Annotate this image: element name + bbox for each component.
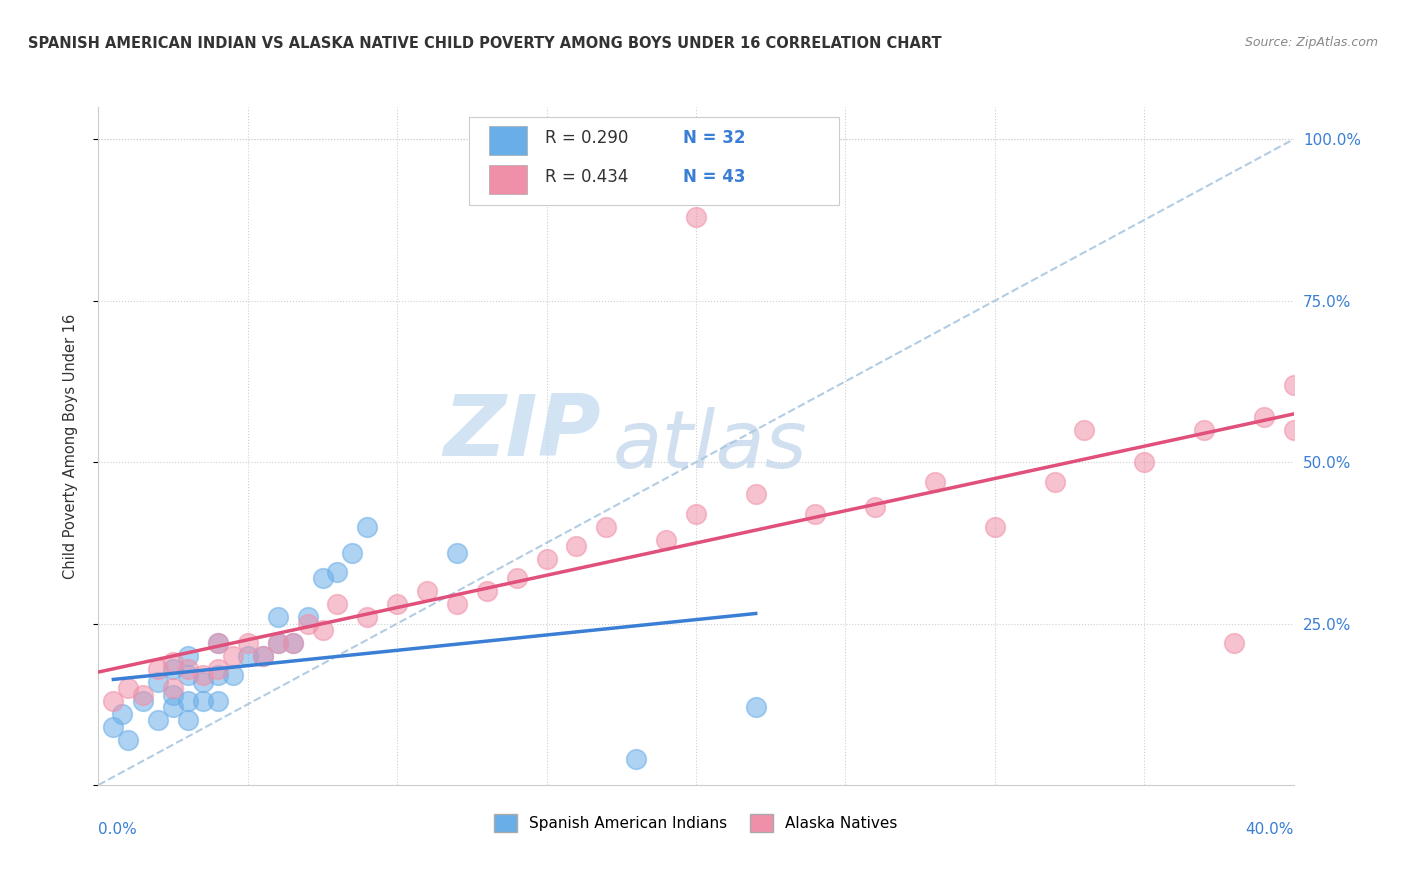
Point bbox=[222, 668, 245, 682]
Point bbox=[177, 662, 200, 676]
Text: Source: ZipAtlas.com: Source: ZipAtlas.com bbox=[1244, 36, 1378, 49]
Point bbox=[148, 714, 170, 728]
Point bbox=[207, 636, 229, 650]
Text: SPANISH AMERICAN INDIAN VS ALASKA NATIVE CHILD POVERTY AMONG BOYS UNDER 16 CORRE: SPANISH AMERICAN INDIAN VS ALASKA NATIVE… bbox=[28, 36, 942, 51]
Point bbox=[117, 681, 139, 695]
Point bbox=[356, 610, 378, 624]
Point bbox=[1043, 475, 1066, 489]
Point bbox=[685, 507, 707, 521]
Point bbox=[207, 668, 229, 682]
FancyBboxPatch shape bbox=[470, 117, 839, 205]
Point bbox=[177, 668, 200, 682]
Point bbox=[132, 694, 155, 708]
Point bbox=[222, 648, 245, 663]
Point bbox=[804, 507, 827, 521]
Point bbox=[1282, 423, 1305, 437]
Point bbox=[685, 210, 707, 224]
Point bbox=[865, 500, 887, 515]
Point bbox=[162, 662, 184, 676]
Point bbox=[745, 487, 768, 501]
Text: ZIP: ZIP bbox=[443, 391, 600, 474]
Point bbox=[1192, 423, 1215, 437]
Point bbox=[356, 519, 378, 533]
Point bbox=[626, 752, 648, 766]
Point bbox=[103, 720, 125, 734]
Point bbox=[252, 648, 274, 663]
Point bbox=[924, 475, 946, 489]
Point bbox=[565, 539, 588, 553]
Point bbox=[117, 732, 139, 747]
Point bbox=[111, 706, 134, 721]
Point bbox=[177, 648, 200, 663]
Point bbox=[236, 636, 259, 650]
FancyBboxPatch shape bbox=[489, 165, 527, 194]
Text: atlas: atlas bbox=[613, 407, 807, 485]
Point bbox=[162, 655, 184, 669]
Point bbox=[162, 681, 184, 695]
Point bbox=[745, 700, 768, 714]
Point bbox=[236, 648, 259, 663]
Point bbox=[1223, 636, 1246, 650]
Point bbox=[191, 674, 214, 689]
Point bbox=[385, 597, 409, 611]
Point bbox=[132, 688, 155, 702]
Point bbox=[655, 533, 678, 547]
Point bbox=[446, 545, 468, 559]
Point bbox=[177, 714, 200, 728]
Point bbox=[326, 565, 349, 579]
Text: N = 32: N = 32 bbox=[683, 128, 745, 146]
Point bbox=[326, 597, 349, 611]
Point bbox=[416, 584, 439, 599]
Text: R = 0.290: R = 0.290 bbox=[546, 128, 628, 146]
Legend: Spanish American Indians, Alaska Natives: Spanish American Indians, Alaska Natives bbox=[488, 807, 904, 838]
Point bbox=[191, 694, 214, 708]
Point bbox=[281, 636, 304, 650]
Point bbox=[267, 636, 290, 650]
Point bbox=[281, 636, 304, 650]
Point bbox=[311, 623, 333, 637]
Point bbox=[984, 519, 1007, 533]
Point bbox=[207, 694, 229, 708]
Point bbox=[536, 552, 558, 566]
Point bbox=[446, 597, 468, 611]
Point bbox=[267, 636, 290, 650]
Point bbox=[267, 610, 290, 624]
Point bbox=[595, 519, 617, 533]
Point bbox=[207, 636, 229, 650]
Point bbox=[342, 545, 364, 559]
Y-axis label: Child Poverty Among Boys Under 16: Child Poverty Among Boys Under 16 bbox=[63, 313, 77, 579]
Text: 0.0%: 0.0% bbox=[98, 822, 138, 838]
Point bbox=[475, 584, 498, 599]
Point bbox=[162, 700, 184, 714]
FancyBboxPatch shape bbox=[489, 127, 527, 155]
Text: R = 0.434: R = 0.434 bbox=[546, 168, 628, 186]
Point bbox=[148, 662, 170, 676]
Point bbox=[297, 616, 319, 631]
Point bbox=[1133, 455, 1156, 469]
Point bbox=[1073, 423, 1095, 437]
Text: N = 43: N = 43 bbox=[683, 168, 745, 186]
Point bbox=[177, 694, 200, 708]
Point bbox=[506, 571, 529, 585]
Point bbox=[311, 571, 333, 585]
Point bbox=[252, 648, 274, 663]
Point bbox=[1282, 377, 1305, 392]
Point bbox=[297, 610, 319, 624]
Point bbox=[191, 668, 214, 682]
Point bbox=[148, 674, 170, 689]
Point bbox=[207, 662, 229, 676]
Point bbox=[162, 688, 184, 702]
Point bbox=[103, 694, 125, 708]
Point bbox=[1253, 409, 1275, 424]
Text: 40.0%: 40.0% bbox=[1246, 822, 1294, 838]
